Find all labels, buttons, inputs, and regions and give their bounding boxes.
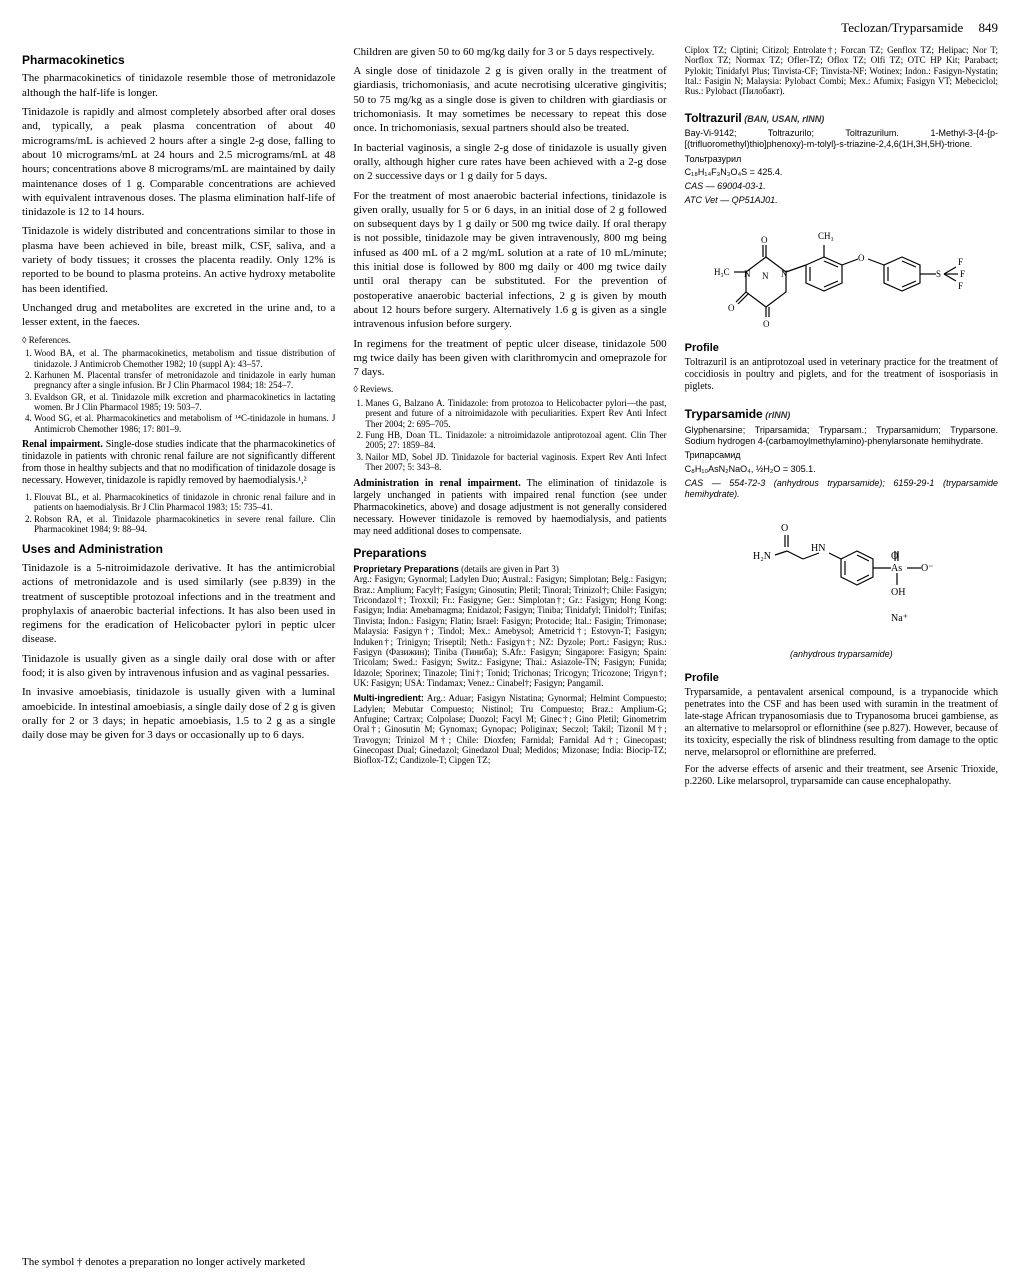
- svg-text:F: F: [958, 281, 963, 291]
- prop-head: Proprietary Preparations: [353, 564, 459, 574]
- ref-item: Evaldson GR, et al. Tinidazole milk excr…: [34, 392, 335, 413]
- ref-item: Robson RA, et al. Tinidazole pharmacokin…: [34, 514, 335, 535]
- svg-text:HN: HN: [811, 543, 825, 554]
- ref-item: Flouvat BL, et al. Pharmacokinetics of t…: [34, 492, 335, 513]
- pk-p3: Tinidazole is widely distributed and con…: [22, 224, 335, 295]
- svg-text:O: O: [763, 319, 770, 327]
- toltrazuril-name: Toltrazuril (BAN, USAN, rINN): [685, 111, 998, 127]
- pk-heading: Pharmacokinetics: [22, 53, 335, 69]
- uses-p2: Tinidazole is usually given as a single …: [22, 652, 335, 681]
- column-3: Ciplox TZ; Ciptini; Citizol; Entrolate†;…: [685, 45, 998, 793]
- tryparsamide-cyr: Трипарсамид: [685, 450, 998, 462]
- pk-p1: The pharmacokinetics of tinidazole resem…: [22, 71, 335, 100]
- svg-text:As: As: [891, 563, 902, 574]
- svg-text:O: O: [858, 253, 865, 263]
- col2-p1: Children are given 50 to 60 mg/kg daily …: [353, 45, 666, 59]
- svg-text:O: O: [728, 303, 735, 313]
- svg-text:N: N: [744, 269, 751, 279]
- svg-text:H₃C: H₃C: [714, 267, 730, 277]
- renal-impairment: Renal impairment. Single-dose studies in…: [22, 439, 335, 487]
- tryparsamide-profile-2: For the adverse effects of arsenic and t…: [685, 764, 998, 788]
- toltrazuril-structure: N N N O O O H₃C: [685, 217, 998, 331]
- ref-item: Nailor MD, Sobel JD. Tinidazole for bact…: [365, 452, 666, 473]
- toltrazuril-profile-head: Profile: [685, 341, 998, 355]
- svg-text:O⁻: O⁻: [921, 563, 934, 574]
- ref-item: Wood BA, et al. The pharmacokinetics, me…: [34, 348, 335, 369]
- footer-note: The symbol † denotes a preparation no lo…: [22, 1255, 305, 1269]
- column-2: Children are given 50 to 60 mg/kg daily …: [353, 45, 666, 793]
- nomenclature: (BAN, USAN, rINN): [742, 114, 825, 124]
- prop-preps: Proprietary Preparations (details are gi…: [353, 564, 666, 688]
- admin-head: Administration in renal impairment.: [353, 478, 520, 489]
- structure-caption: (anhydrous tryparsamide): [685, 649, 998, 661]
- page-number: 849: [979, 20, 999, 35]
- tryparsamide-chem: Glyphenarsine; Triparsamida; Tryparsam.;…: [685, 425, 998, 447]
- svg-text:CH₃: CH₃: [818, 231, 834, 241]
- pk-p2: Tinidazole is rapidly and almost complet…: [22, 105, 335, 219]
- renal-refs: Flouvat BL, et al. Pharmacokinetics of t…: [34, 492, 335, 534]
- uses-p1: Tinidazole is a 5-nitroimidazole derivat…: [22, 561, 335, 647]
- column-1: Pharmacokinetics The pharmacokinetics of…: [22, 45, 335, 793]
- prep-cont: Ciplox TZ; Ciptini; Citizol; Entrolate†;…: [685, 45, 998, 97]
- ref-item: Karhunen M. Placental transfer of metron…: [34, 370, 335, 391]
- toltrazuril-formula: C₁₈H₁₄F₃N₃O₄S = 425.4.: [685, 167, 998, 179]
- reviews-list: Manes G, Balzano A. Tinidazole: from pro…: [365, 398, 666, 472]
- tryparsamide-profile-1: Tryparsamide, a pentavalent arsenical co…: [685, 687, 998, 759]
- prop-note: (details are given in Part 3): [459, 564, 559, 574]
- svg-text:Na⁺: Na⁺: [891, 613, 908, 624]
- multi-preps: Multi-ingredient: Arg.: Aduar; Fasigyn N…: [353, 693, 666, 765]
- admin-renal: Administration in renal impairment. The …: [353, 478, 666, 538]
- page-header: Teclozan/Tryparsamide 849: [22, 20, 998, 37]
- structure-svg: O H₂N HN O: [741, 511, 941, 641]
- tryparsamide-cas: CAS — 554-72-3 (anhydrous tryparsamide);…: [685, 478, 998, 501]
- uses-heading: Uses and Administration: [22, 542, 335, 558]
- tryparsamide-name: Tryparsamide (rINN): [685, 407, 998, 423]
- svg-text:F: F: [960, 269, 965, 279]
- svg-text:H₂N: H₂N: [753, 551, 771, 562]
- tryparsamide-profile-head: Profile: [685, 671, 998, 685]
- toltrazuril-atc: ATC Vet — QP51AJ01.: [685, 195, 998, 207]
- svg-text:F: F: [958, 257, 963, 267]
- svg-text:S: S: [936, 269, 941, 279]
- col2-p4: For the treatment of most anaerobic bact…: [353, 189, 666, 332]
- refs-label: ◊ References.: [22, 335, 335, 347]
- reviews-label: ◊ Reviews.: [353, 384, 666, 396]
- toltrazuril-chem: Bay-Vi-9142; Toltrazurilo; Toltrazurilum…: [685, 128, 998, 150]
- uses-p3: In invasive amoebiasis, tinidazole is us…: [22, 685, 335, 742]
- renal-head: Renal impairment.: [22, 439, 103, 450]
- col2-p5: In regimens for the treatment of peptic …: [353, 337, 666, 380]
- col2-p3: In bacterial vaginosis, a single 2-g dos…: [353, 141, 666, 184]
- ref-item: Fung HB, Doan TL. Tinidazole: a nitroimi…: [365, 430, 666, 451]
- drug-name: Toltrazuril: [685, 111, 742, 125]
- svg-text:O: O: [761, 235, 768, 245]
- multi-body: Arg.: Aduar; Fasigyn Nistatina; Gynormal…: [353, 693, 666, 765]
- svg-text:O: O: [781, 523, 788, 534]
- svg-text:N: N: [762, 271, 769, 281]
- structure-svg: N N N O O O H₃C: [706, 217, 976, 327]
- pk-refs: Wood BA, et al. The pharmacokinetics, me…: [34, 348, 335, 434]
- toltrazuril-profile: Toltrazuril is an antiprotozoal used in …: [685, 357, 998, 393]
- svg-text:OH: OH: [891, 587, 905, 598]
- header-title: Teclozan/Tryparsamide: [841, 20, 963, 35]
- content-columns: Pharmacokinetics The pharmacokinetics of…: [22, 45, 998, 793]
- tryparsamide-formula: C₈H₁₀AsN₂NaO₄, ½H₂O = 305.1.: [685, 464, 998, 476]
- drug-name: Tryparsamide: [685, 407, 763, 421]
- svg-text:N: N: [781, 269, 788, 279]
- prep-heading: Preparations: [353, 546, 666, 562]
- prop-body: Arg.: Fasigyn; Gynormal; Ladylen Duo; Au…: [353, 574, 666, 687]
- tryparsamide-structure: O H₂N HN O: [685, 511, 998, 661]
- col2-p2: A single dose of tinidazole 2 g is given…: [353, 64, 666, 135]
- toltrazuril-cyr: Тольтразурил: [685, 154, 998, 166]
- nomenclature: (rINN): [763, 410, 791, 420]
- multi-head: Multi-ingredient:: [353, 693, 424, 703]
- pk-p4: Unchanged drug and metabolites are excre…: [22, 301, 335, 330]
- ref-item: Wood SG, et al. Pharmacokinetics and met…: [34, 413, 335, 434]
- toltrazuril-cas: CAS — 69004-03-1.: [685, 181, 998, 193]
- ref-item: Manes G, Balzano A. Tinidazole: from pro…: [365, 398, 666, 429]
